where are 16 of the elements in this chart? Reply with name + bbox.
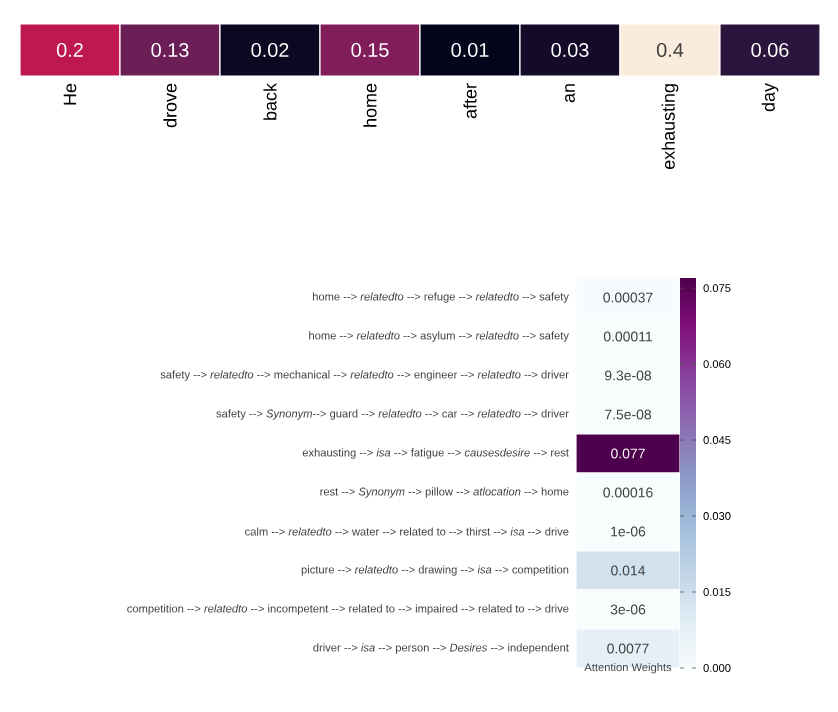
x-tick-label: exhausting	[661, 84, 679, 170]
data-label: 0.4	[656, 42, 684, 58]
data-label: 0.13	[151, 42, 189, 58]
data-label: 0.03	[551, 42, 589, 58]
data-label: 0.2	[56, 42, 83, 58]
data-label: 0.01	[451, 42, 489, 58]
x-tick-label: home	[363, 83, 377, 127]
x-tick-label: an	[565, 84, 575, 103]
x-tick-label: after	[463, 83, 477, 119]
data-label: 0.15	[351, 42, 389, 58]
x-tick-label: back	[263, 83, 277, 120]
x-tick-label: day	[761, 83, 779, 112]
x-tick-label: drove	[163, 83, 177, 128]
data-label: 0.06	[751, 42, 789, 58]
data-label: 0.02	[251, 42, 289, 58]
x-tick-label: He	[63, 83, 77, 105]
